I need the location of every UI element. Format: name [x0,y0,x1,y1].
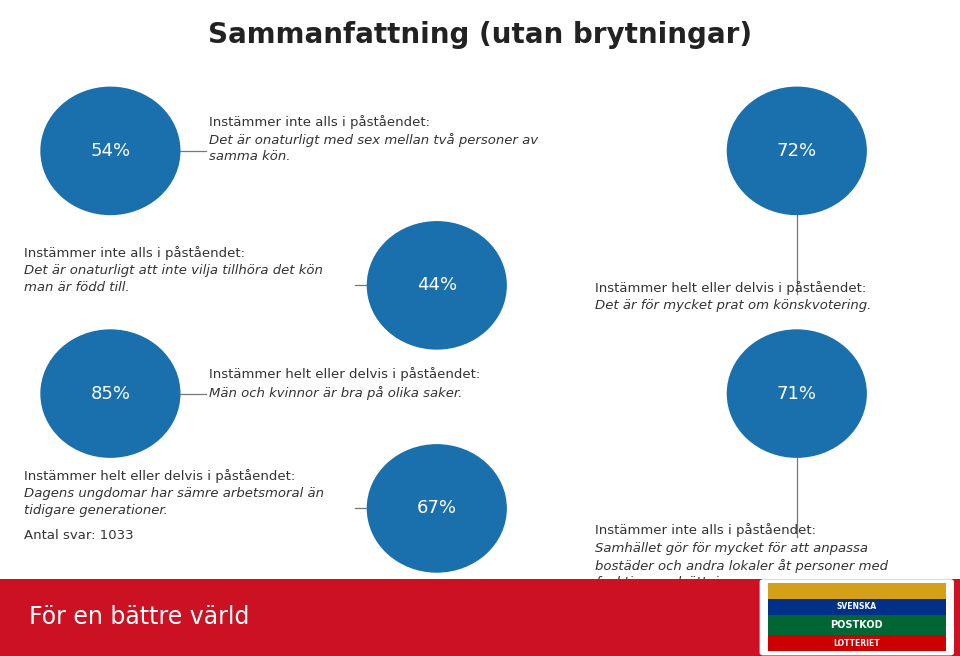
Text: 85%: 85% [90,384,131,403]
Text: Instämmer helt eller delvis i påståendet:: Instämmer helt eller delvis i påståendet… [24,469,296,483]
Ellipse shape [367,444,507,573]
Ellipse shape [367,221,507,350]
Text: 71%: 71% [777,384,817,403]
Text: Instämmer inte alls i påståendet:: Instämmer inte alls i påståendet: [595,523,816,537]
Ellipse shape [40,329,180,458]
Text: 72%: 72% [777,142,817,160]
Text: Det är för mycket prat om könskvotering.: Det är för mycket prat om könskvotering. [595,299,872,312]
Text: Sammanfattning (utan brytningar): Sammanfattning (utan brytningar) [208,21,752,49]
Text: 44%: 44% [417,276,457,295]
Text: 67%: 67% [417,499,457,518]
Text: tidigare generationer.: tidigare generationer. [24,504,168,518]
Ellipse shape [727,329,867,458]
Text: Det är onaturligt med sex mellan två personer av: Det är onaturligt med sex mellan två per… [209,133,539,147]
Bar [768,635,946,651]
FancyBboxPatch shape [760,580,953,655]
Text: Det är onaturligt att inte vilja tillhöra det kön: Det är onaturligt att inte vilja tillhör… [24,264,323,277]
Text: Dagens ungdomar har sämre arbetsmoral än: Dagens ungdomar har sämre arbetsmoral än [24,487,324,501]
Ellipse shape [727,87,867,215]
Text: Samhället gör för mycket för att anpassa: Samhället gör för mycket för att anpassa [595,542,868,555]
Bar [768,599,946,615]
Bar [0,579,960,656]
Ellipse shape [40,87,180,215]
Bar [768,583,946,599]
Text: 54%: 54% [90,142,131,160]
Text: För en bättre värld: För en bättre värld [29,605,250,629]
Text: bostäder och andra lokaler åt personer med: bostäder och andra lokaler åt personer m… [595,559,888,573]
Text: man är född till.: man är född till. [24,281,130,295]
Text: Instämmer inte alls i påståendet:: Instämmer inte alls i påståendet: [209,115,430,129]
Text: LOTTERIET: LOTTERIET [833,638,880,647]
Bar [768,615,946,635]
Text: samma kön.: samma kön. [209,150,291,163]
Text: POSTKOD: POSTKOD [830,620,883,630]
Text: SVENSKA: SVENSKA [837,602,876,611]
Text: Instämmer inte alls i påståendet:: Instämmer inte alls i påståendet: [24,246,245,260]
Text: funktionsnedsättning.: funktionsnedsättning. [595,576,740,589]
Text: Instämmer helt eller delvis i påståendet:: Instämmer helt eller delvis i påståendet… [209,367,481,381]
Text: Instämmer helt eller delvis i påståendet:: Instämmer helt eller delvis i påståendet… [595,281,867,295]
Text: Antal svar: 1033: Antal svar: 1033 [24,529,133,543]
Text: Män och kvinnor är bra på olika saker.: Män och kvinnor är bra på olika saker. [209,386,463,400]
